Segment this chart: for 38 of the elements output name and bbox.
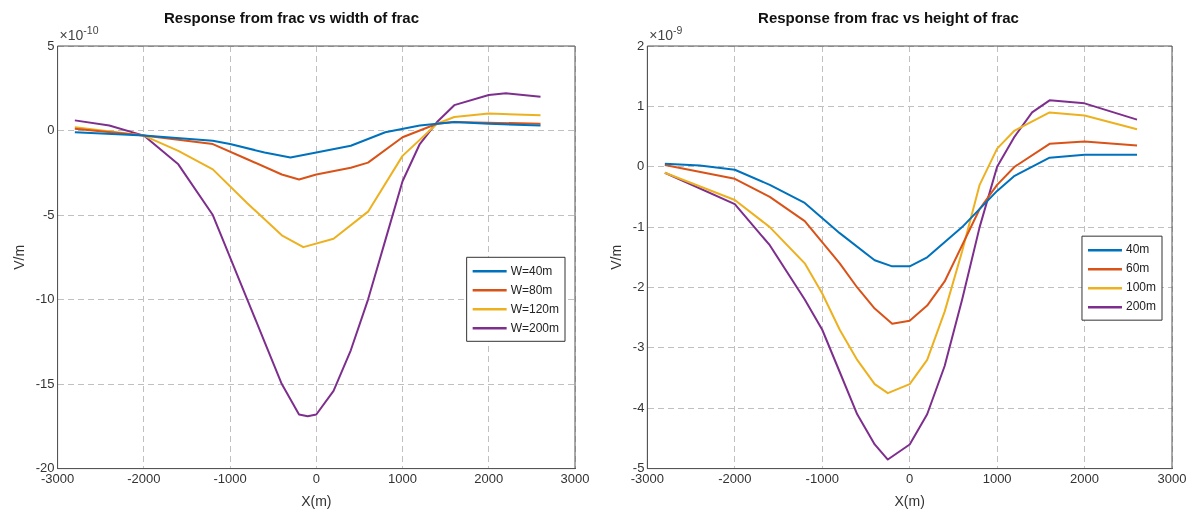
y-tick-label: -2 (632, 279, 645, 295)
x-tick-label: 2000 (1070, 470, 1100, 486)
y-tick-label: -4 (632, 399, 645, 415)
x-tick-label: -2000 (718, 470, 752, 486)
y-tick-label: -5 (43, 206, 55, 222)
x-tick-label: -1000 (805, 470, 839, 486)
y-axis-title: V/m (11, 244, 28, 270)
legend-label: 100m (1125, 280, 1157, 295)
legend-label: W=200m (510, 320, 560, 335)
y-tick-label: 5 (47, 37, 55, 53)
y-tick-label: 0 (47, 122, 55, 138)
y-tick-label: 1 (637, 97, 645, 113)
x-axis-title: X(m) (301, 493, 332, 510)
y-tick-label: -10 (35, 291, 55, 307)
chart-title: Response from frac vs height of frac (758, 9, 1019, 27)
x-tick-label: 1000 (388, 470, 417, 486)
chart-title: Response from frac vs width of frac (163, 9, 420, 27)
y-tick-label: 0 (637, 158, 645, 174)
x-tick-label: 1000 (982, 470, 1012, 486)
legend-label: 40m (1125, 242, 1150, 257)
x-tick-label: 0 (312, 470, 320, 486)
x-tick-label: 3000 (560, 470, 590, 486)
y-tick-label: 2 (637, 37, 645, 53)
legend-label: 60m (1125, 261, 1150, 276)
x-axis-title: X(m) (894, 493, 925, 510)
x-tick-label: -1000 (213, 470, 247, 486)
legend-label: 200m (1125, 299, 1157, 314)
legend-label: W=120m (510, 301, 560, 316)
x-tick-label: -2000 (127, 470, 161, 486)
y-tick-label: -3 (632, 339, 645, 355)
legend-label: W=80m (510, 282, 553, 297)
x-tick-label: 3000 (1157, 470, 1187, 486)
y-tick-label: -15 (35, 375, 55, 391)
legend-label: W=40m (510, 263, 553, 278)
x-tick-label: 2000 (474, 470, 504, 486)
y-tick-label: -1 (632, 218, 645, 234)
y-axis-title: V/m (608, 244, 625, 270)
x-tick-label: 0 (906, 470, 914, 486)
